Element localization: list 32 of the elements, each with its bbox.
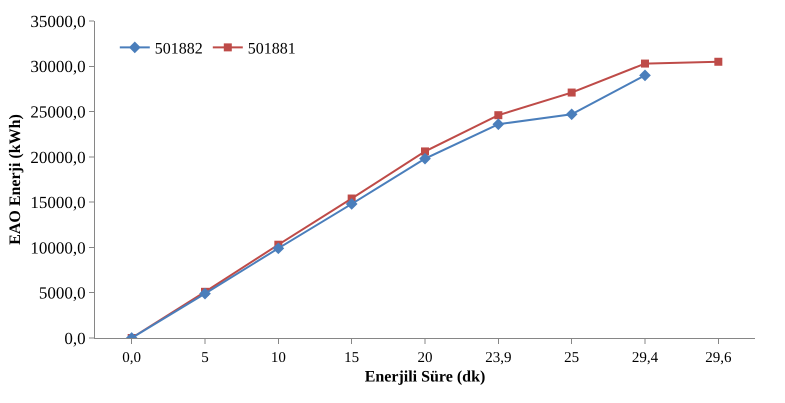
y-tick-label: 30000,0 [30, 57, 86, 76]
x-axis-title: Enerjili Süre (dk) [364, 368, 486, 386]
point [641, 60, 649, 68]
y-tick-label: 25000,0 [30, 102, 86, 122]
y-tick-label: 10000,0 [30, 238, 86, 258]
x-tick-label: 5 [201, 350, 209, 366]
point [639, 69, 651, 82]
point [494, 111, 502, 120]
x-tick-label: 0,0 [122, 350, 142, 366]
point [419, 152, 431, 165]
y-tick-label: 15000,0 [30, 193, 86, 212]
point [199, 288, 211, 300]
x-tick-label: 20 [418, 350, 432, 366]
x-tick-label: 29,6 [705, 350, 732, 366]
point [272, 242, 284, 254]
point [492, 118, 504, 130]
point [566, 108, 578, 120]
legend-label: 501882 [154, 40, 203, 58]
point [346, 198, 358, 210]
y-tick-label: 0,0 [64, 328, 86, 348]
x-tick-label: 25 [564, 350, 580, 366]
legend-label: 501881 [248, 40, 296, 58]
y-tick-label: 35000,0 [30, 12, 86, 31]
x-tick-label: 15 [344, 350, 360, 366]
x-tick-label: 23,9 [485, 350, 512, 366]
point [568, 88, 576, 97]
x-tick-label: 29,4 [632, 350, 659, 366]
y-tick-label: 5000,0 [38, 284, 86, 303]
x-tick-label: 10 [270, 350, 286, 366]
point [714, 58, 722, 66]
y-axis-title: EAO Enerji (kWh) [7, 114, 24, 245]
y-tick-label: 20000,0 [30, 148, 86, 167]
